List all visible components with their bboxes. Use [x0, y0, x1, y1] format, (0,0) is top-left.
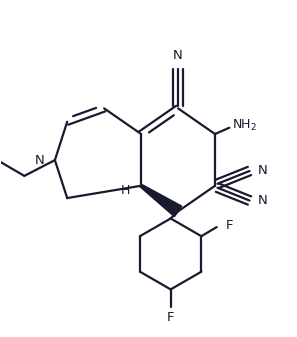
- Text: F: F: [226, 219, 233, 232]
- Text: N: N: [258, 164, 268, 178]
- Text: N: N: [34, 154, 44, 166]
- Text: NH$_2$: NH$_2$: [232, 118, 257, 133]
- Text: N: N: [173, 49, 183, 62]
- Text: F: F: [167, 311, 174, 324]
- Text: N: N: [258, 194, 268, 207]
- Text: H: H: [121, 184, 130, 197]
- Polygon shape: [140, 185, 182, 217]
